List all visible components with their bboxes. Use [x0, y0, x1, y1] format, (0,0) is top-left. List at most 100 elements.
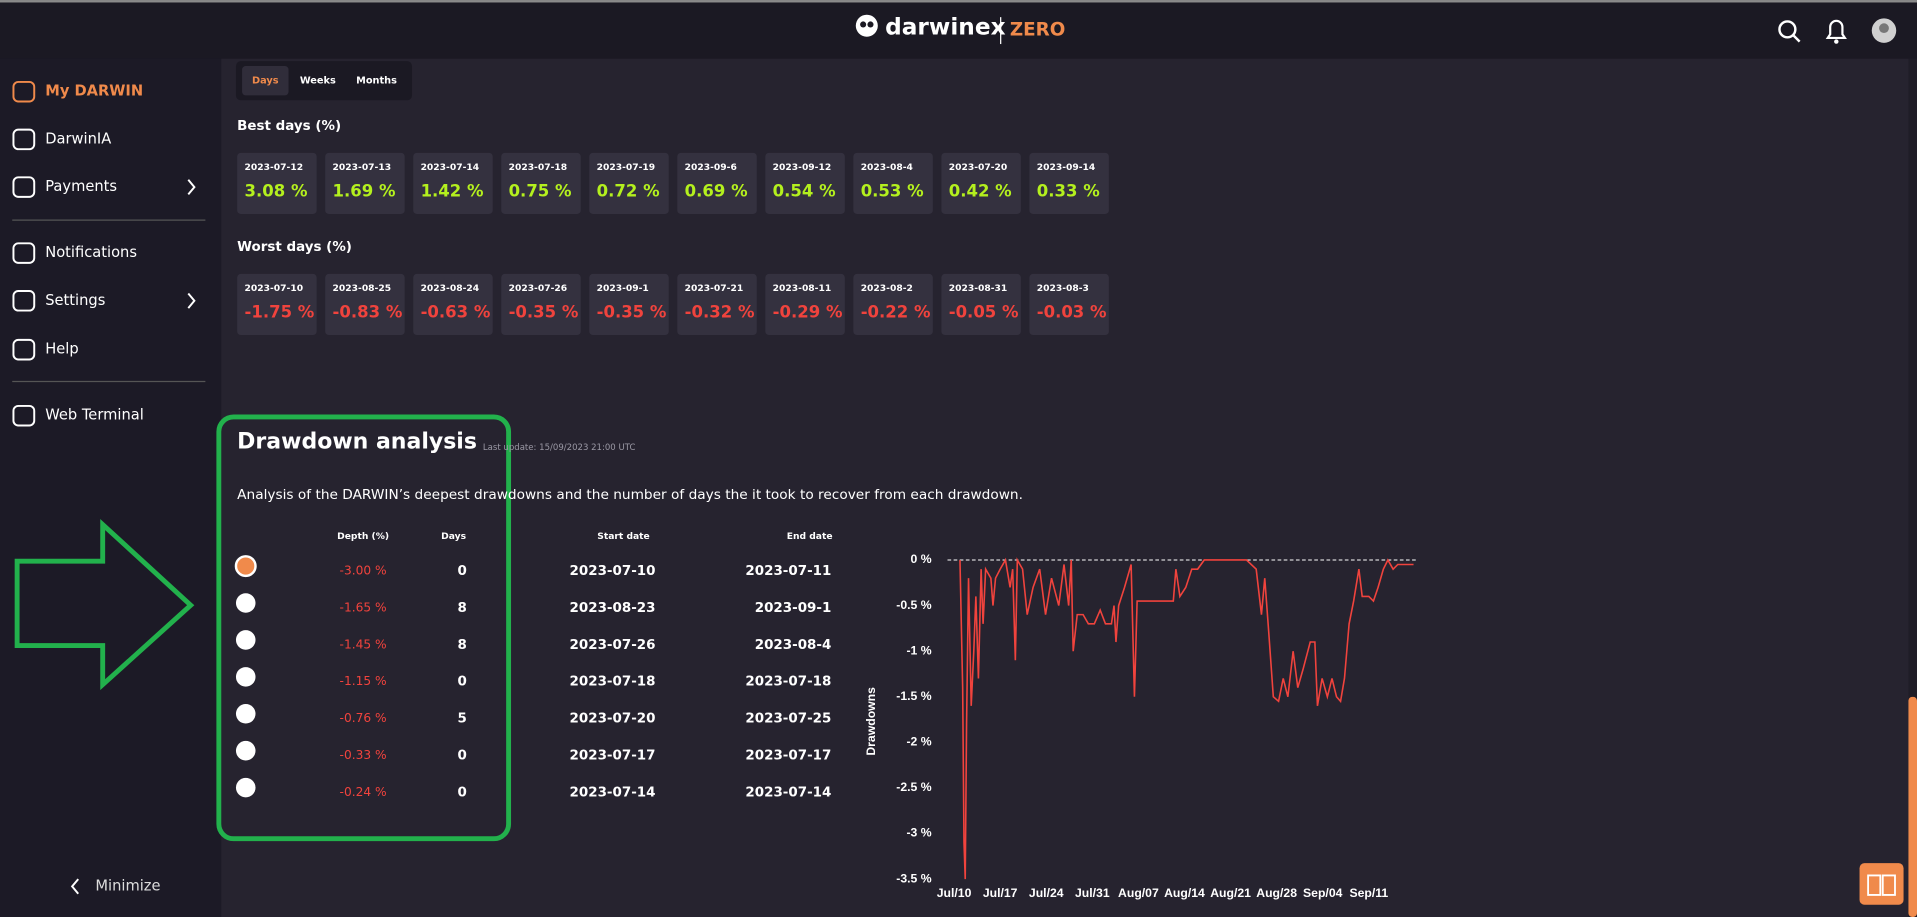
x-tick-label: Jul/10	[937, 886, 972, 900]
radio[interactable]	[235, 703, 256, 724]
search-icon[interactable]	[1778, 20, 1801, 43]
day-card	[941, 273, 1021, 336]
day-date: 2023-08-2	[861, 283, 913, 294]
day-card	[589, 273, 669, 336]
day-card	[237, 273, 317, 336]
tab[interactable]: Weeks	[300, 76, 336, 87]
avatar-head	[1879, 23, 1889, 34]
day-date: 2023-08-25	[333, 283, 392, 294]
radio[interactable]	[235, 593, 256, 613]
search-handle	[1792, 34, 1801, 43]
day-value: -1.75 %	[245, 303, 315, 322]
logo[interactable]: darwinex ZERO	[855, 14, 1066, 45]
day-date: 2023-09-6	[685, 162, 737, 173]
day-card	[853, 273, 933, 336]
day-date: 2023-07-21	[685, 283, 744, 294]
table-cell: 0	[457, 786, 466, 801]
logo-divider	[1000, 17, 1002, 45]
highlight-box	[216, 414, 512, 842]
day-date: 2023-09-14	[1037, 162, 1096, 173]
table-cell: 0	[457, 564, 466, 579]
table-cell: 5	[457, 712, 466, 727]
radio[interactable]	[234, 555, 257, 578]
x-tick-label: Jul/31	[1075, 886, 1110, 900]
tab[interactable]: Months	[356, 76, 397, 87]
scrollbar-track	[1908, 58, 1917, 917]
avatar[interactable]	[1871, 18, 1897, 43]
last-update: Last update: 15/09/2023 21:00 UTC	[483, 443, 636, 453]
day-date: 2023-07-14	[421, 162, 480, 173]
book-icon	[1867, 874, 1896, 896]
topbar	[0, 0, 1917, 59]
day-card	[765, 273, 845, 336]
nav-item[interactable]: Help	[45, 341, 78, 358]
day-value: -0.03 %	[1037, 303, 1107, 322]
day-card	[325, 273, 405, 336]
x-tick-label: Jul/17	[983, 886, 1018, 900]
tab[interactable]: Days	[252, 76, 279, 87]
nav-item[interactable]: Payments	[45, 178, 117, 195]
table-cell: 2023-08-23	[570, 601, 656, 616]
nav-icon	[12, 176, 36, 198]
day-card	[1029, 152, 1109, 214]
scrollbar-thumb[interactable]	[1908, 696, 1917, 917]
nav-item[interactable]: Settings	[45, 292, 105, 309]
nav-item[interactable]: DarwinIA	[45, 130, 111, 147]
day-card	[325, 152, 405, 214]
x-tick-label: Aug/28	[1256, 886, 1297, 900]
x-tick-label: Aug/14	[1164, 886, 1205, 900]
help-book-button[interactable]	[1859, 863, 1904, 905]
table-cell: 2023-07-14	[570, 786, 656, 801]
day-value: -0.29 %	[773, 303, 843, 322]
highlight-arrow	[14, 518, 195, 691]
nav-item[interactable]: Web Terminal	[45, 407, 144, 424]
x-tick-label: Sep/04	[1303, 886, 1343, 900]
radio[interactable]	[235, 777, 256, 798]
day-value: 0.72 %	[597, 181, 660, 200]
table-cell: 2023-07-18	[570, 675, 656, 690]
day-value: -0.35 %	[597, 303, 667, 322]
table-cell: -1.15 %	[340, 674, 387, 688]
table-cell: -0.33 %	[340, 748, 387, 762]
day-value: 3.08 %	[245, 181, 308, 200]
radio[interactable]	[235, 667, 256, 687]
day-date: 2023-07-20	[949, 162, 1008, 173]
day-date: 2023-07-18	[509, 162, 568, 173]
day-card	[413, 152, 493, 214]
x-tick-label: Sep/11	[1349, 886, 1388, 900]
column-header: End date	[787, 531, 833, 542]
table-cell: 2023-07-17	[570, 749, 656, 764]
y-tick-label: -3.5 %	[896, 871, 931, 885]
day-date: 2023-08-11	[773, 283, 832, 294]
search-glass	[1778, 20, 1797, 39]
sidebar	[0, 0, 222, 917]
day-value: 0.54 %	[773, 181, 836, 200]
x-tick-label: Jul/24	[1029, 886, 1064, 900]
table-cell: 2023-07-18	[745, 675, 831, 690]
day-date: 2023-09-1	[597, 283, 649, 294]
y-axis-title: Drawdowns	[864, 687, 878, 756]
table-cell: -0.76 %	[340, 711, 387, 725]
day-card	[413, 273, 493, 336]
day-value: 0.42 %	[949, 181, 1012, 200]
day-value: -0.83 %	[333, 303, 403, 322]
chevron	[187, 292, 196, 309]
day-card	[1029, 273, 1109, 336]
nav-item[interactable]: Notifications	[45, 244, 137, 261]
day-date: 2023-09-12	[773, 162, 832, 173]
radio[interactable]	[235, 630, 256, 650]
table-cell: 2023-07-14	[745, 786, 831, 801]
day-value: 0.33 %	[1037, 181, 1100, 200]
minimize[interactable]: Minimize	[95, 877, 160, 894]
day-card	[501, 273, 581, 336]
day-value: -0.35 %	[509, 303, 579, 322]
radio[interactable]	[235, 740, 256, 761]
day-date: 2023-08-4	[861, 162, 913, 173]
table-cell: 2023-07-20	[570, 712, 656, 727]
day-value: 0.69 %	[685, 181, 748, 200]
nav-item[interactable]: My DARWIN	[45, 83, 143, 100]
bell-icon[interactable]	[1825, 19, 1847, 44]
table-cell: 2023-07-10	[570, 564, 656, 579]
